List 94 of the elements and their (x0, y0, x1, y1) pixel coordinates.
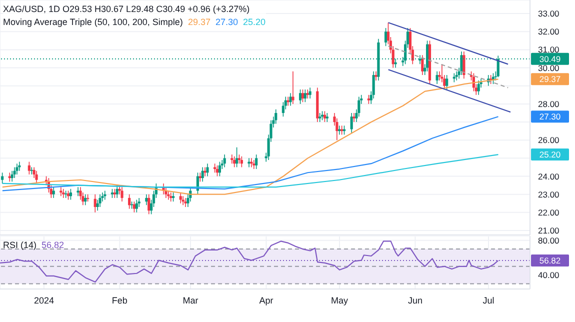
candlestick (120, 186, 124, 202)
candlestick (128, 194, 131, 210)
candlestick (350, 112, 353, 134)
candlestick (16, 163, 18, 175)
candlestick (135, 199, 138, 213)
candlestick (32, 166, 36, 178)
chart-title: RSI (14) (3, 240, 37, 250)
x-tick-label: Feb (112, 295, 128, 306)
candlestick (223, 154, 226, 168)
y-tick-label: 26.00 (538, 135, 560, 146)
y-tick-label: 22.00 (538, 207, 560, 218)
candlestick (52, 186, 55, 198)
candlestick (60, 186, 62, 197)
y-tick-label: 28.00 (538, 98, 560, 109)
y-tick-label: 80.00 (538, 235, 560, 246)
candlestick (252, 160, 256, 170)
candlestick (132, 201, 136, 213)
candlestick (216, 165, 219, 177)
candlestick (477, 80, 480, 96)
candlestick (436, 71, 438, 84)
candlestick (84, 194, 87, 206)
y-tick-label: 40.00 (538, 270, 560, 280)
candlestick (446, 74, 448, 90)
text: 56.82 (42, 240, 64, 250)
chart-title: XAG/USD, 1D O29.53 H30.67 L29.48 C30.49 +0.96 (+3.27%) (3, 3, 251, 16)
candlestick (308, 87, 312, 99)
candlestick (170, 192, 172, 202)
text: 27.30 (215, 17, 238, 27)
x-tick-label: Jul (482, 295, 494, 306)
annotation: 25.20 (539, 150, 561, 160)
y-tick-label: 23.00 (538, 189, 560, 200)
candlestick (76, 186, 80, 197)
candlestick (206, 163, 209, 177)
candlestick (10, 170, 14, 182)
y-tick-label: 33.00 (538, 8, 560, 19)
y-tick-label: 21.00 (538, 226, 560, 236)
candlestick (352, 112, 356, 122)
text: 29.37 (188, 17, 210, 27)
text: 25.20 (243, 17, 266, 27)
candlestick (184, 198, 187, 208)
ref-line-label: 56.82 (539, 255, 561, 266)
candlestick (301, 89, 304, 103)
x-tick-label: Apr (259, 295, 274, 306)
y-tick-label: 24.00 (538, 171, 560, 182)
candlestick (274, 108, 278, 124)
candlestick (326, 112, 328, 122)
candlestick (238, 154, 241, 164)
y-tick-label: 31.00 (538, 44, 560, 55)
candlestick (69, 188, 72, 200)
candlestick (116, 184, 118, 198)
candlestick (1, 172, 4, 184)
candlestick (94, 194, 96, 213)
candlestick (455, 71, 458, 81)
y-tick-label: 32.00 (538, 26, 560, 37)
candlestick (113, 188, 116, 198)
candlestick (62, 188, 65, 198)
text: Moving Average Triple (50, 100, 200, Simple) (3, 17, 183, 27)
candlestick (367, 94, 370, 104)
y-tick-label: 30.00 (538, 62, 560, 73)
annotation: 29.37 (539, 74, 561, 84)
candlestick (214, 163, 216, 174)
candlestick (306, 89, 309, 99)
candlestick (110, 188, 114, 198)
candlestick (318, 112, 322, 122)
candlestick (28, 161, 30, 175)
candlestick (323, 110, 326, 122)
x-tick-label: May (330, 295, 348, 306)
candlestick (374, 71, 378, 81)
candlestick (30, 166, 33, 175)
candlestick (230, 154, 234, 164)
candlestick (35, 170, 38, 184)
x-tick-label: Jun (408, 295, 422, 306)
candlestick (255, 154, 258, 170)
x-tick-label: Mar (182, 295, 198, 306)
candlestick (13, 166, 16, 178)
annotation: 27.30 (539, 112, 561, 122)
candlestick (218, 161, 221, 177)
candlestick (298, 89, 302, 104)
candlestick (304, 89, 306, 103)
candlestick (172, 192, 175, 202)
candlestick (292, 71, 294, 104)
candlestick (233, 156, 236, 168)
candlestick (240, 156, 243, 168)
candlestick (148, 194, 150, 215)
candlestick (235, 146, 238, 168)
candlestick (384, 28, 388, 46)
candlestick (289, 92, 292, 106)
candlestick (98, 194, 102, 208)
candlestick (145, 194, 148, 206)
candlestick (421, 54, 424, 76)
candlestick (164, 186, 168, 198)
ref-line-label: 30.49 (539, 54, 561, 64)
x-tick-label: 2024 (34, 295, 54, 306)
candlestick (179, 192, 182, 204)
